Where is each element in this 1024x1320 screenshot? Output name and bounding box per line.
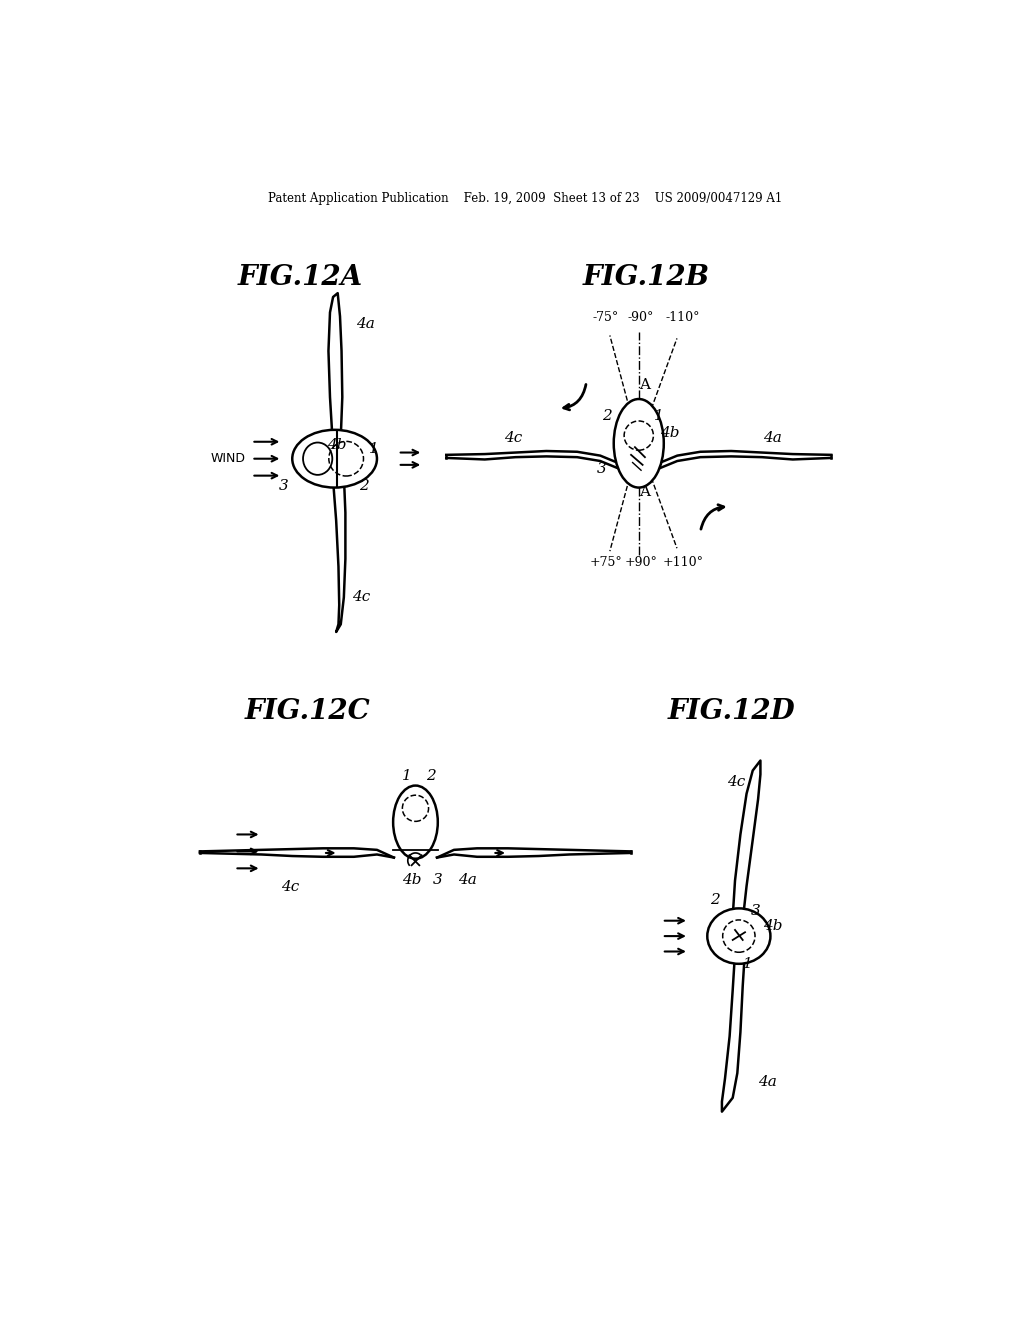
Ellipse shape: [393, 785, 438, 859]
Text: 3: 3: [596, 462, 606, 475]
Text: +110°: +110°: [663, 556, 703, 569]
Text: 1: 1: [742, 957, 753, 972]
Text: Patent Application Publication    Feb. 19, 2009  Sheet 13 of 23    US 2009/00471: Patent Application Publication Feb. 19, …: [267, 191, 782, 205]
Text: 3: 3: [432, 873, 442, 887]
Text: 4b: 4b: [660, 426, 680, 440]
Text: 4b: 4b: [401, 873, 421, 887]
Text: +75°: +75°: [590, 556, 623, 569]
Text: -75°: -75°: [593, 312, 620, 323]
Text: 4a: 4a: [458, 873, 477, 887]
Text: 4c: 4c: [504, 430, 522, 445]
Text: A: A: [639, 379, 650, 392]
Text: FIG.12A: FIG.12A: [238, 264, 362, 292]
Text: 4b: 4b: [764, 919, 783, 933]
Text: 4c: 4c: [281, 880, 299, 895]
Ellipse shape: [303, 442, 333, 475]
Text: WIND: WIND: [211, 453, 246, 465]
Ellipse shape: [708, 908, 770, 964]
Text: 1: 1: [401, 768, 412, 783]
Text: 4c: 4c: [727, 775, 745, 789]
Text: A: A: [639, 484, 650, 499]
Text: 3: 3: [751, 903, 760, 917]
Text: 2: 2: [710, 892, 719, 907]
Text: 1: 1: [370, 442, 379, 455]
Text: 4c: 4c: [351, 590, 370, 605]
Text: +90°: +90°: [625, 556, 657, 569]
Text: 4b: 4b: [327, 438, 346, 453]
Text: -110°: -110°: [666, 312, 700, 323]
Text: 3: 3: [280, 479, 289, 492]
Text: 2: 2: [426, 768, 436, 783]
Text: FIG.12C: FIG.12C: [245, 698, 371, 725]
Text: FIG.12B: FIG.12B: [583, 264, 710, 292]
Text: 1: 1: [654, 409, 664, 424]
Text: 4a: 4a: [764, 430, 782, 445]
Ellipse shape: [292, 430, 377, 487]
Text: -90°: -90°: [628, 312, 654, 323]
Text: 4a: 4a: [356, 317, 375, 331]
Text: 4a: 4a: [758, 1076, 777, 1089]
Text: 2: 2: [602, 409, 611, 424]
Ellipse shape: [613, 399, 664, 487]
Text: FIG.12D: FIG.12D: [668, 698, 795, 725]
Text: 2: 2: [359, 479, 369, 492]
